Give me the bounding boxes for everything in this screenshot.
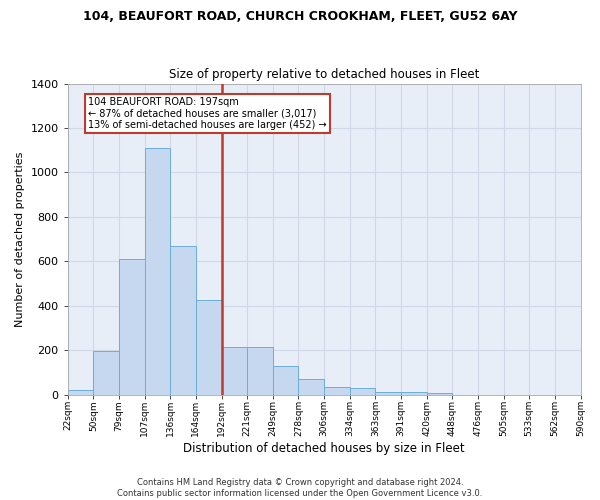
Bar xyxy=(324,386,350,394)
Bar xyxy=(94,351,119,395)
Text: 104, BEAUFORT ROAD, CHURCH CROOKHAM, FLEET, GU52 6AY: 104, BEAUFORT ROAD, CHURCH CROOKHAM, FLE… xyxy=(83,10,517,23)
Bar xyxy=(221,347,247,395)
Text: 104 BEAUFORT ROAD: 197sqm
← 87% of detached houses are smaller (3,017)
13% of se: 104 BEAUFORT ROAD: 197sqm ← 87% of detac… xyxy=(88,97,327,130)
Bar xyxy=(401,392,427,394)
Bar xyxy=(376,392,401,394)
Bar xyxy=(119,259,145,394)
Bar xyxy=(298,378,324,394)
Bar xyxy=(170,246,196,394)
Bar xyxy=(273,366,298,394)
Bar xyxy=(68,390,94,394)
Bar xyxy=(247,347,273,395)
Text: Contains HM Land Registry data © Crown copyright and database right 2024.
Contai: Contains HM Land Registry data © Crown c… xyxy=(118,478,482,498)
Bar xyxy=(350,388,376,394)
X-axis label: Distribution of detached houses by size in Fleet: Distribution of detached houses by size … xyxy=(183,442,465,455)
Bar xyxy=(196,300,221,394)
Title: Size of property relative to detached houses in Fleet: Size of property relative to detached ho… xyxy=(169,68,479,81)
Y-axis label: Number of detached properties: Number of detached properties xyxy=(15,152,25,326)
Bar xyxy=(145,148,170,394)
